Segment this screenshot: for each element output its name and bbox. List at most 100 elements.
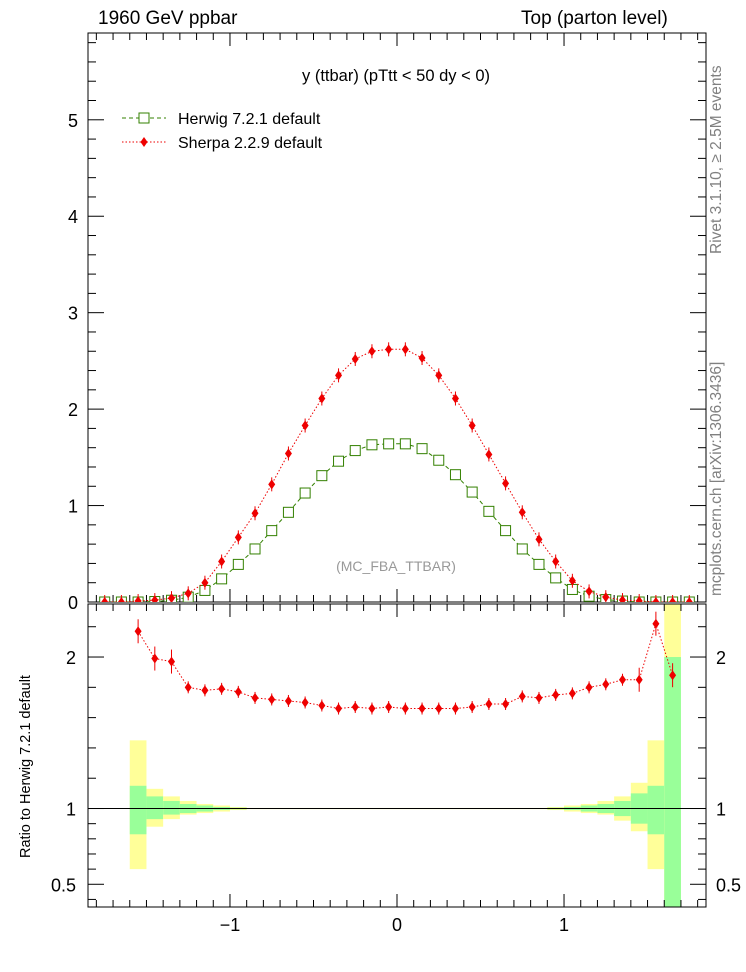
herwig-point-16	[366, 439, 378, 451]
ratio-point-2	[168, 656, 176, 667]
herwig-point-14	[333, 455, 345, 467]
ratio-point-26	[568, 688, 576, 699]
sherpa-point-19	[418, 353, 426, 364]
band-inner-2	[163, 800, 180, 815]
ratio-point-13	[351, 702, 359, 713]
ratio-point-17	[418, 703, 426, 714]
herwig-line	[104, 443, 690, 602]
ratio-point-14	[368, 703, 376, 714]
ratio-point-9	[284, 695, 292, 706]
ratio-plot-frame	[87, 603, 707, 908]
ratio-point-7	[251, 692, 259, 703]
x-tick-label-2: 1	[559, 915, 569, 935]
ratio-y-tick-label-right-2: 2	[716, 648, 726, 668]
ratio-point-31	[652, 618, 660, 629]
herwig-point-18	[399, 438, 411, 450]
legend-sherpa-label: Sherpa 2.2.9 default	[178, 135, 323, 152]
top-y-tick-label-5: 5	[68, 111, 78, 131]
ratio-point-18	[435, 703, 443, 714]
ratio-point-5	[218, 683, 226, 694]
ratio-uncertainty-bands	[129, 604, 681, 907]
sherpa-point-31	[618, 595, 626, 602]
ratio-y-tick-label-left-0: 0.5	[51, 875, 76, 895]
herwig-point-13	[316, 470, 328, 482]
sherpa-point-32	[635, 596, 643, 602]
ratio-y-tick-label-left-1: 1	[66, 800, 76, 820]
ratio-y-tick-label-right-1: 1	[716, 800, 726, 820]
herwig-point-10	[266, 525, 278, 537]
sherpa-point-13	[318, 393, 326, 404]
herwig-point-24	[500, 525, 512, 537]
herwig-point-12	[299, 487, 311, 499]
band-inner-14	[647, 785, 665, 835]
analysis-watermark: (MC_FBA_TTBAR)	[336, 558, 456, 574]
header-energy: 1960 GeV ppbar	[98, 8, 238, 29]
legend: Herwig 7.2.1 default Sherpa 2.2.9 default	[122, 111, 323, 152]
sherpa-point-33	[652, 597, 660, 602]
ratio-point-19	[451, 703, 459, 714]
ratio-point-12	[335, 703, 343, 714]
herwig-point-9	[249, 543, 261, 555]
ratio-point-23	[518, 691, 526, 702]
sherpa-point-3	[151, 595, 159, 602]
ratio-point-15	[385, 702, 393, 713]
sherpa-point-2	[134, 596, 142, 602]
x-tick-label-0: −1	[220, 915, 241, 935]
ratio-point-32	[669, 670, 677, 681]
x-tick-label-1: 0	[392, 915, 402, 935]
herwig-point-11	[282, 506, 294, 518]
ratio-point-21	[485, 698, 493, 709]
sherpa-point-15	[351, 353, 359, 364]
ratio-point-4	[201, 685, 209, 696]
legend-herwig-label: Herwig 7.2.1 default	[178, 111, 321, 128]
ratio-point-20	[468, 702, 476, 713]
herwig-point-15	[349, 445, 361, 457]
ratio-point-16	[401, 703, 409, 714]
top-series-group	[99, 342, 695, 602]
sherpa-point-34	[669, 597, 677, 602]
ratio-point-3	[184, 682, 192, 693]
ratio-sherpa-line	[137, 622, 674, 710]
sherpa-point-8	[234, 532, 242, 543]
ratio-point-30	[635, 674, 643, 685]
sherpa-point-29	[585, 586, 593, 597]
header-process: Top (parton level)	[521, 8, 668, 29]
sherpa-point-21	[451, 393, 459, 404]
sherpa-point-6	[201, 577, 209, 588]
ratio-point-24	[535, 692, 543, 703]
top-y-tick-label-3: 3	[68, 304, 78, 324]
herwig-point-22	[466, 486, 478, 498]
sherpa-point-16	[368, 346, 376, 357]
ratio-point-11	[318, 700, 326, 711]
legend-sherpa-marker	[140, 137, 148, 147]
ratio-point-27	[585, 682, 593, 693]
herwig-point-23	[483, 505, 495, 517]
ratio-y-tick-label-left-2: 2	[66, 648, 76, 668]
ratio-point-6	[234, 686, 242, 697]
top-y-tick-label-4: 4	[68, 207, 78, 227]
ratio-series-group	[134, 611, 677, 715]
sherpa-point-23	[485, 449, 493, 460]
herwig-point-27	[550, 572, 562, 584]
sherpa-point-20	[435, 370, 443, 381]
sherpa-point-12	[301, 420, 309, 431]
band-inner-0	[129, 785, 147, 835]
band-inner-1	[146, 796, 164, 820]
sherpa-point-14	[335, 370, 343, 381]
herwig-point-26	[533, 558, 545, 570]
top-y-tick-label-2: 2	[68, 400, 78, 420]
herwig-point-8	[232, 558, 244, 570]
ratio-point-0	[134, 626, 142, 637]
band-inner-15	[664, 657, 681, 907]
herwig-point-20	[433, 454, 445, 466]
sherpa-point-22	[468, 420, 476, 431]
herwig-point-21	[449, 469, 461, 481]
sherpa-point-4	[168, 593, 176, 602]
sherpa-point-11	[284, 448, 292, 459]
herwig-point-25	[516, 543, 528, 555]
ratio-point-25	[552, 689, 560, 700]
sherpa-point-28	[568, 575, 576, 586]
sherpa-point-25	[518, 507, 526, 518]
ratio-point-10	[301, 697, 309, 708]
sherpa-point-18	[401, 344, 409, 355]
